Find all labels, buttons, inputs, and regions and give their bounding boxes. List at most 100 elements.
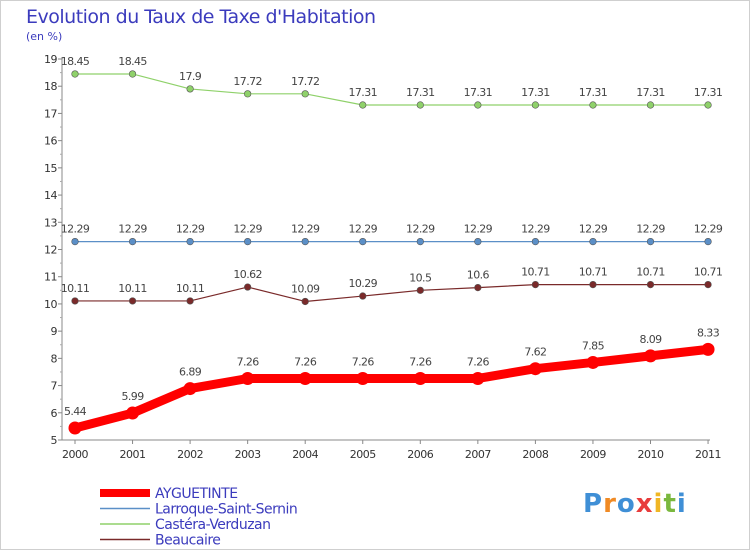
data-label: 6.89 bbox=[179, 366, 202, 379]
y-tick-label: 16 bbox=[44, 135, 57, 148]
data-label: 18.45 bbox=[61, 55, 90, 68]
data-label: 12.29 bbox=[521, 223, 550, 236]
data-point bbox=[71, 297, 79, 305]
data-point bbox=[68, 421, 82, 435]
data-label: 10.11 bbox=[61, 282, 90, 295]
data-point bbox=[474, 238, 482, 246]
x-tick-label: 2010 bbox=[638, 448, 664, 461]
series-layer bbox=[68, 70, 715, 435]
data-point bbox=[704, 238, 712, 246]
x-tick-label: 2006 bbox=[407, 448, 433, 461]
data-label: 7.26 bbox=[237, 355, 260, 368]
data-label: 17.31 bbox=[406, 86, 435, 99]
y-tick-label: 5 bbox=[51, 434, 58, 447]
series-ayguetinte bbox=[68, 342, 715, 435]
data-point bbox=[471, 371, 485, 385]
data-point bbox=[186, 85, 194, 93]
data-point bbox=[644, 349, 657, 363]
data-point bbox=[589, 281, 597, 289]
data-label: 10.62 bbox=[233, 268, 262, 281]
data-point bbox=[359, 292, 367, 300]
y-tick-label: 13 bbox=[44, 216, 57, 229]
data-label: 10.71 bbox=[694, 266, 723, 279]
data-label: 12.29 bbox=[579, 223, 608, 236]
data-point bbox=[71, 70, 79, 78]
data-label: 12.29 bbox=[176, 223, 205, 236]
y-tick-label: 15 bbox=[44, 162, 57, 175]
y-tick-label: 10 bbox=[44, 298, 57, 311]
data-point bbox=[704, 281, 712, 289]
data-point bbox=[474, 284, 482, 292]
data-point bbox=[646, 101, 655, 109]
data-label: 5.99 bbox=[122, 390, 145, 403]
y-tick-label: 18 bbox=[44, 80, 57, 93]
data-label: 7.26 bbox=[409, 355, 432, 368]
data-label: 8.33 bbox=[697, 326, 720, 339]
data-point bbox=[241, 371, 255, 385]
data-label: 17.72 bbox=[233, 75, 262, 88]
x-tick-label: 2001 bbox=[120, 448, 146, 461]
data-label: 18.45 bbox=[118, 55, 147, 68]
y-tick-label: 11 bbox=[44, 271, 57, 284]
data-label: 8.09 bbox=[639, 333, 662, 346]
legend-item-beaucaire: Beaucaire bbox=[100, 533, 221, 549]
x-tick-label: 2002 bbox=[177, 448, 203, 461]
data-label: 17.31 bbox=[464, 86, 493, 99]
logo-letter: o bbox=[616, 489, 636, 519]
data-point bbox=[244, 283, 252, 291]
series-cast-ra-verduzan bbox=[71, 70, 712, 109]
y-tick-label: 6 bbox=[51, 407, 58, 420]
data-labels: 12.29 12.29 12.29 12.29 12.29 12.29 12.29 12.29… bbox=[61, 55, 724, 418]
data-point bbox=[186, 238, 194, 246]
data-label: 10.71 bbox=[521, 266, 550, 279]
legend-item-larroque-saint-sernin: Larroque-Saint-Sernin bbox=[100, 502, 298, 518]
x-tick-label: 2003 bbox=[235, 448, 261, 461]
data-label: 7.26 bbox=[352, 355, 375, 368]
x-tick-label: 2008 bbox=[522, 448, 548, 461]
data-label: 12.29 bbox=[464, 223, 493, 236]
data-label: 12.29 bbox=[636, 223, 665, 236]
data-label: 17.31 bbox=[636, 86, 665, 99]
data-label: 12.29 bbox=[233, 223, 262, 236]
data-label: 12.29 bbox=[349, 223, 378, 236]
data-label: 10.09 bbox=[291, 282, 320, 295]
data-point bbox=[356, 371, 370, 385]
y-tick-label: 19 bbox=[44, 53, 57, 66]
data-point bbox=[128, 70, 137, 78]
data-label: 10.29 bbox=[349, 277, 378, 290]
legend-label: Larroque-Saint-Sernin bbox=[155, 502, 297, 518]
data-label: 12.29 bbox=[694, 223, 723, 236]
data-point bbox=[359, 238, 367, 246]
data-point bbox=[586, 355, 600, 369]
logo-letter: i bbox=[653, 489, 664, 519]
data-point bbox=[244, 90, 252, 98]
data-label: 10.11 bbox=[118, 282, 147, 295]
data-label: 17.72 bbox=[291, 75, 320, 88]
data-point bbox=[646, 281, 655, 289]
unit-label: (en %) bbox=[26, 30, 63, 43]
data-point bbox=[126, 406, 140, 420]
data-label: 12.29 bbox=[406, 223, 435, 236]
data-point bbox=[531, 101, 540, 109]
data-point bbox=[413, 371, 427, 385]
legend-item-ayguetinte: AYGUETINTE bbox=[100, 486, 238, 502]
series-line bbox=[70, 344, 713, 433]
y-tick-label: 14 bbox=[44, 189, 57, 202]
legend-label: AYGUETINTE bbox=[155, 486, 238, 502]
data-point bbox=[301, 297, 309, 306]
data-label: 17.9 bbox=[179, 70, 202, 83]
y-tick-label: 8 bbox=[51, 352, 58, 365]
x-tick-label: 2000 bbox=[62, 448, 88, 461]
data-point bbox=[128, 297, 137, 305]
data-point bbox=[701, 342, 715, 356]
chart-title: Evolution du Taux de Taxe d'Habitation bbox=[26, 6, 376, 28]
data-point bbox=[71, 238, 79, 246]
data-label: 12.29 bbox=[291, 223, 320, 236]
data-label: 5.44 bbox=[64, 405, 87, 418]
data-label: 10.71 bbox=[579, 266, 608, 279]
x-tick-label: 2004 bbox=[292, 448, 318, 461]
data-label: 10.6 bbox=[467, 269, 490, 282]
data-point bbox=[589, 101, 597, 109]
data-point bbox=[301, 90, 309, 98]
data-point bbox=[244, 238, 252, 246]
